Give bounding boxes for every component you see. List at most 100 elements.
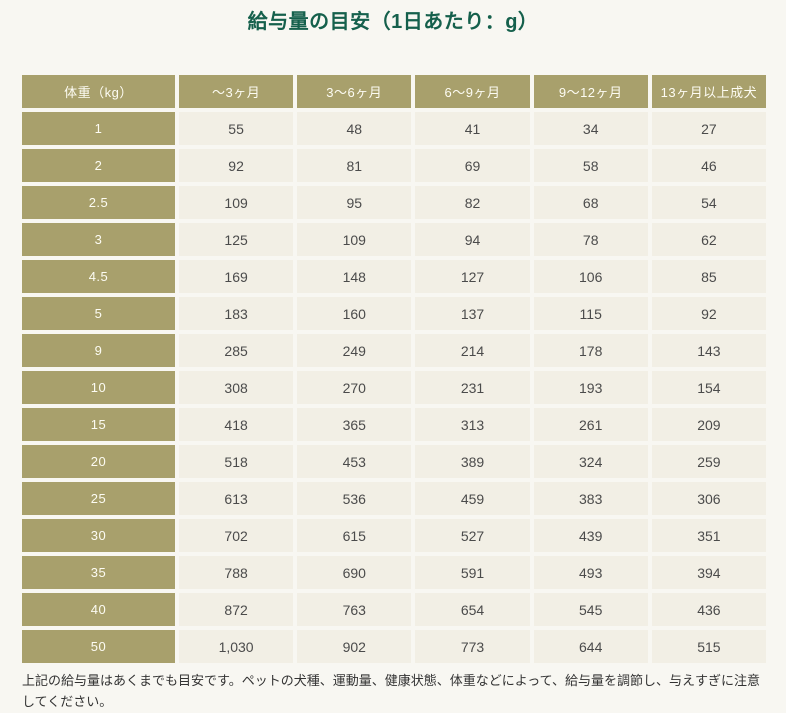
weight-cell: 40 <box>22 593 175 626</box>
value-cell: 493 <box>533 556 648 589</box>
value-cell: 436 <box>651 593 766 626</box>
value-cell: 285 <box>179 334 294 367</box>
value-cell: 902 <box>297 630 412 663</box>
value-cell: 773 <box>415 630 530 663</box>
page-title: 給与量の目安（1日あたり：g） <box>247 11 539 33</box>
value-cell: 115 <box>533 297 648 330</box>
value-cell: 615 <box>297 519 412 552</box>
value-cell: 518 <box>179 445 294 478</box>
value-cell: 81 <box>297 149 412 182</box>
value-cell: 231 <box>415 371 530 404</box>
value-cell: 193 <box>533 371 648 404</box>
value-cell: 1,030 <box>179 630 294 663</box>
value-cell: 125 <box>179 223 294 256</box>
value-cell: 209 <box>651 408 766 441</box>
value-cell: 702 <box>179 519 294 552</box>
value-cell: 515 <box>651 630 766 663</box>
value-cell: 383 <box>533 482 648 515</box>
value-cell: 214 <box>415 334 530 367</box>
header-cell-weight: 体重（kg） <box>22 75 175 108</box>
value-cell: 82 <box>415 186 530 219</box>
weight-cell: 2 <box>22 149 175 182</box>
weight-cell: 35 <box>22 556 175 589</box>
weight-cell: 15 <box>22 408 175 441</box>
value-cell: 527 <box>415 519 530 552</box>
value-cell: 62 <box>651 223 766 256</box>
value-cell: 58 <box>533 149 648 182</box>
value-cell: 453 <box>297 445 412 478</box>
value-cell: 365 <box>297 408 412 441</box>
value-cell: 54 <box>651 186 766 219</box>
value-cell: 270 <box>297 371 412 404</box>
weight-cell: 1 <box>22 112 175 145</box>
value-cell: 439 <box>533 519 648 552</box>
value-cell: 545 <box>533 593 648 626</box>
value-cell: 763 <box>297 593 412 626</box>
feeding-table: 体重（kg） ～3ヶ月 3～6ヶ月 6～9ヶ月 9～12ヶ月 13ヶ月以上成犬 1 55 48 4… <box>22 75 766 663</box>
value-cell: 109 <box>179 186 294 219</box>
weight-cell: 3 <box>22 223 175 256</box>
value-cell: 48 <box>297 112 412 145</box>
value-cell: 872 <box>179 593 294 626</box>
value-cell: 160 <box>297 297 412 330</box>
value-cell: 644 <box>533 630 648 663</box>
header-cell: 13ヶ月以上成犬 <box>651 75 766 108</box>
value-cell: 92 <box>179 149 294 182</box>
value-cell: 613 <box>179 482 294 515</box>
weight-cell: 20 <box>22 445 175 478</box>
value-cell: 259 <box>651 445 766 478</box>
weight-cell: 25 <box>22 482 175 515</box>
weight-cell: 30 <box>22 519 175 552</box>
header-cell: ～3ヶ月 <box>179 75 294 108</box>
value-cell: 68 <box>533 186 648 219</box>
value-cell: 394 <box>651 556 766 589</box>
value-cell: 92 <box>651 297 766 330</box>
value-cell: 389 <box>415 445 530 478</box>
value-cell: 788 <box>179 556 294 589</box>
value-cell: 306 <box>651 482 766 515</box>
value-cell: 41 <box>415 112 530 145</box>
value-cell: 106 <box>533 260 648 293</box>
value-cell: 690 <box>297 556 412 589</box>
value-cell: 308 <box>179 371 294 404</box>
weight-cell: 4.5 <box>22 260 175 293</box>
value-cell: 183 <box>179 297 294 330</box>
value-cell: 27 <box>651 112 766 145</box>
header-cell: 6～9ヶ月 <box>415 75 530 108</box>
value-cell: 418 <box>179 408 294 441</box>
value-cell: 154 <box>651 371 766 404</box>
value-cell: 85 <box>651 260 766 293</box>
value-cell: 55 <box>179 112 294 145</box>
value-cell: 148 <box>297 260 412 293</box>
value-cell: 143 <box>651 334 766 367</box>
value-cell: 261 <box>533 408 648 441</box>
weight-cell: 2.5 <box>22 186 175 219</box>
value-cell: 78 <box>533 223 648 256</box>
value-cell: 34 <box>533 112 648 145</box>
value-cell: 109 <box>297 223 412 256</box>
value-cell: 324 <box>533 445 648 478</box>
value-cell: 178 <box>533 334 648 367</box>
weight-cell: 5 <box>22 297 175 330</box>
weight-cell: 10 <box>22 371 175 404</box>
value-cell: 591 <box>415 556 530 589</box>
value-cell: 95 <box>297 186 412 219</box>
value-cell: 249 <box>297 334 412 367</box>
feeding-note: 上記の給与量はあくまでも目安です。ペットの犬種、運動量、健康状態、体重などによっ… <box>22 673 761 710</box>
weight-cell: 50 <box>22 630 175 663</box>
value-cell: 69 <box>415 149 530 182</box>
value-cell: 351 <box>651 519 766 552</box>
value-cell: 654 <box>415 593 530 626</box>
value-cell: 313 <box>415 408 530 441</box>
header-cell: 3～6ヶ月 <box>297 75 412 108</box>
value-cell: 137 <box>415 297 530 330</box>
value-cell: 127 <box>415 260 530 293</box>
value-cell: 459 <box>415 482 530 515</box>
value-cell: 94 <box>415 223 530 256</box>
value-cell: 46 <box>651 149 766 182</box>
weight-cell: 9 <box>22 334 175 367</box>
value-cell: 169 <box>179 260 294 293</box>
value-cell: 536 <box>297 482 412 515</box>
header-cell: 9～12ヶ月 <box>533 75 648 108</box>
